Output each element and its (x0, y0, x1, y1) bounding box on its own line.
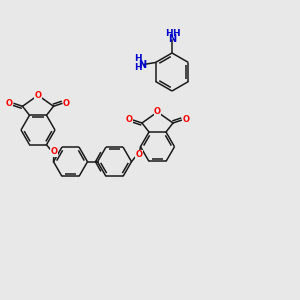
Text: N: N (168, 34, 176, 44)
Text: N: N (139, 59, 147, 70)
Text: O: O (6, 99, 13, 108)
Text: H: H (134, 54, 141, 63)
Text: O: O (34, 91, 41, 100)
Text: H: H (165, 29, 172, 38)
Text: O: O (154, 107, 161, 116)
Text: O: O (50, 147, 58, 156)
Text: O: O (125, 116, 133, 124)
Text: O: O (182, 116, 190, 124)
Text: O: O (136, 150, 142, 159)
Text: O: O (63, 99, 70, 108)
Text: H: H (134, 63, 141, 72)
Text: H: H (172, 29, 179, 38)
